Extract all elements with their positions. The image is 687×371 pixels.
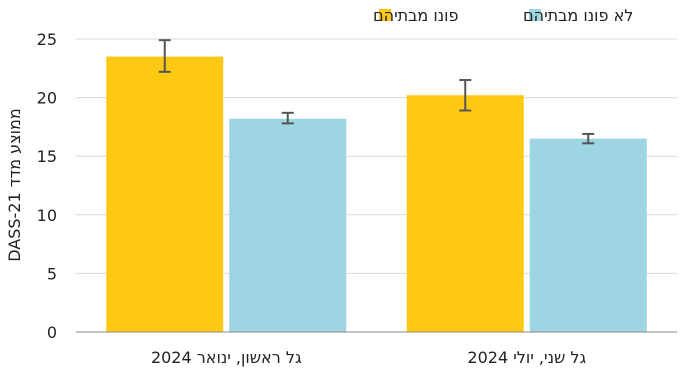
legend: פונו מבתיהם לא פונו מבתיהם <box>373 6 633 25</box>
y-tick-label: 5 <box>47 264 57 283</box>
y-tick-label: 10 <box>37 206 57 225</box>
legend-swatch <box>379 9 391 21</box>
y-tick-label: 25 <box>37 30 57 49</box>
category-label: גל שני, יולי 2024 <box>467 348 586 367</box>
bar-series1-cat0 <box>229 118 347 332</box>
bar-series0-cat1 <box>406 95 524 332</box>
y-tick-label: 0 <box>47 323 57 342</box>
y-axis-title: ממוצע מדד DASS-21 <box>5 108 24 262</box>
bar-series0-cat0 <box>106 56 224 332</box>
legend-label: לא פונו מבתיהם <box>523 6 633 25</box>
error-bars <box>158 39 595 145</box>
y-axis-ticks: 0 5 10 15 20 25 <box>37 30 57 342</box>
bar-series1-cat1 <box>529 138 647 332</box>
bars <box>106 56 647 332</box>
y-tick-label: 15 <box>37 147 57 166</box>
legend-label: פונו מבתיהם <box>373 6 458 25</box>
category-label: גל ראשון, ינואר 2024 <box>151 348 302 367</box>
y-tick-label: 20 <box>37 89 57 108</box>
category-labels: גל ראשון, ינואר 2024 גל שני, יולי 2024 <box>151 348 587 367</box>
legend-swatch <box>529 9 541 21</box>
